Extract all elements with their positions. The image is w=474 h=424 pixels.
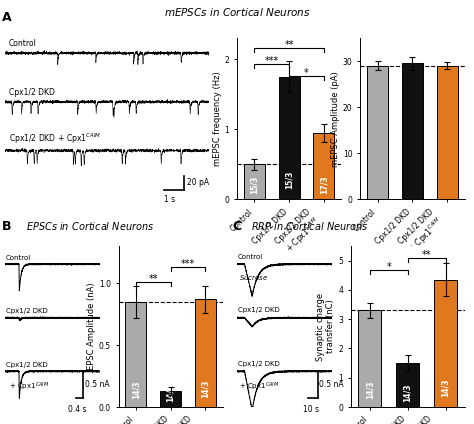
Text: 17/3: 17/3 xyxy=(319,176,328,194)
Text: Cpx1/2 DKD: Cpx1/2 DKD xyxy=(6,308,47,314)
Text: + Cpx1$^{CAIM}$: + Cpx1$^{CAIM}$ xyxy=(9,380,50,393)
Text: 14/3: 14/3 xyxy=(201,380,210,399)
Text: $\it{EPSCs\ in\ Cortical\ Neurons}$: $\it{EPSCs\ in\ Cortical\ Neurons}$ xyxy=(26,220,155,232)
Text: Control: Control xyxy=(6,255,31,261)
Text: C: C xyxy=(232,220,241,234)
Text: 14/3: 14/3 xyxy=(365,381,374,399)
Text: ***: *** xyxy=(264,56,279,66)
Text: 15/3: 15/3 xyxy=(285,171,293,190)
Text: $\it{mEPSCs\ in\ Cortical\ Neurons}$: $\it{mEPSCs\ in\ Cortical\ Neurons}$ xyxy=(164,6,310,18)
Text: B: B xyxy=(2,220,12,234)
Y-axis label: mEPSC Amplitude (pA): mEPSC Amplitude (pA) xyxy=(331,71,340,167)
Text: 14/3: 14/3 xyxy=(441,378,450,397)
Text: 15/3: 15/3 xyxy=(250,176,259,195)
Bar xyxy=(396,363,419,407)
Bar xyxy=(126,302,146,407)
Text: Control: Control xyxy=(9,39,36,48)
Text: **: ** xyxy=(284,40,294,50)
Bar xyxy=(279,77,300,199)
Text: **: ** xyxy=(148,273,158,284)
Bar xyxy=(434,279,457,407)
Text: 1 s: 1 s xyxy=(164,195,175,204)
Bar xyxy=(437,66,457,199)
Text: *: * xyxy=(386,262,391,272)
Bar xyxy=(160,391,181,407)
Y-axis label: EPSC Amplitude (nA): EPSC Amplitude (nA) xyxy=(87,283,96,370)
Text: 14/3: 14/3 xyxy=(131,380,140,399)
Text: 0.5 nA: 0.5 nA xyxy=(319,380,344,389)
Text: Cpx1/2 DKD: Cpx1/2 DKD xyxy=(238,307,280,313)
Text: A: A xyxy=(2,11,12,24)
Text: Cpx1/2 DKD: Cpx1/2 DKD xyxy=(238,361,280,367)
Text: *: * xyxy=(304,68,309,78)
Text: 14/3: 14/3 xyxy=(166,384,175,402)
Bar xyxy=(244,164,265,199)
Text: Cpx1/2 DKD + Cpx1$^{CAIM}$: Cpx1/2 DKD + Cpx1$^{CAIM}$ xyxy=(9,131,101,146)
Text: + Cpx1$^{CAIM}$: + Cpx1$^{CAIM}$ xyxy=(239,380,279,393)
Bar xyxy=(313,133,334,199)
Text: Control: Control xyxy=(238,254,263,260)
Text: $\it{RRP\ in\ Cortical\ Neurons}$: $\it{RRP\ in\ Cortical\ Neurons}$ xyxy=(251,220,369,232)
Text: 14/3: 14/3 xyxy=(403,384,412,402)
Text: $\it{Sucrose}$: $\it{Sucrose}$ xyxy=(239,273,268,282)
Bar xyxy=(402,64,423,199)
Text: 20 pA: 20 pA xyxy=(187,178,210,187)
Text: 0.5 nA: 0.5 nA xyxy=(85,380,110,389)
Text: **: ** xyxy=(422,250,431,260)
Text: ***: *** xyxy=(181,259,195,269)
Y-axis label: mEPSC frequency (Hz): mEPSC frequency (Hz) xyxy=(213,71,222,166)
Bar xyxy=(195,299,216,407)
Text: 10 s: 10 s xyxy=(303,405,319,414)
Text: Cpx1/2 DKD: Cpx1/2 DKD xyxy=(6,362,47,368)
Y-axis label: Synaptic charge
transfer (nC): Synaptic charge transfer (nC) xyxy=(316,293,336,360)
Bar xyxy=(367,66,388,199)
Text: Cpx1/2 DKD: Cpx1/2 DKD xyxy=(9,88,55,97)
Text: 0.4 s: 0.4 s xyxy=(68,405,87,414)
Bar xyxy=(358,310,381,407)
